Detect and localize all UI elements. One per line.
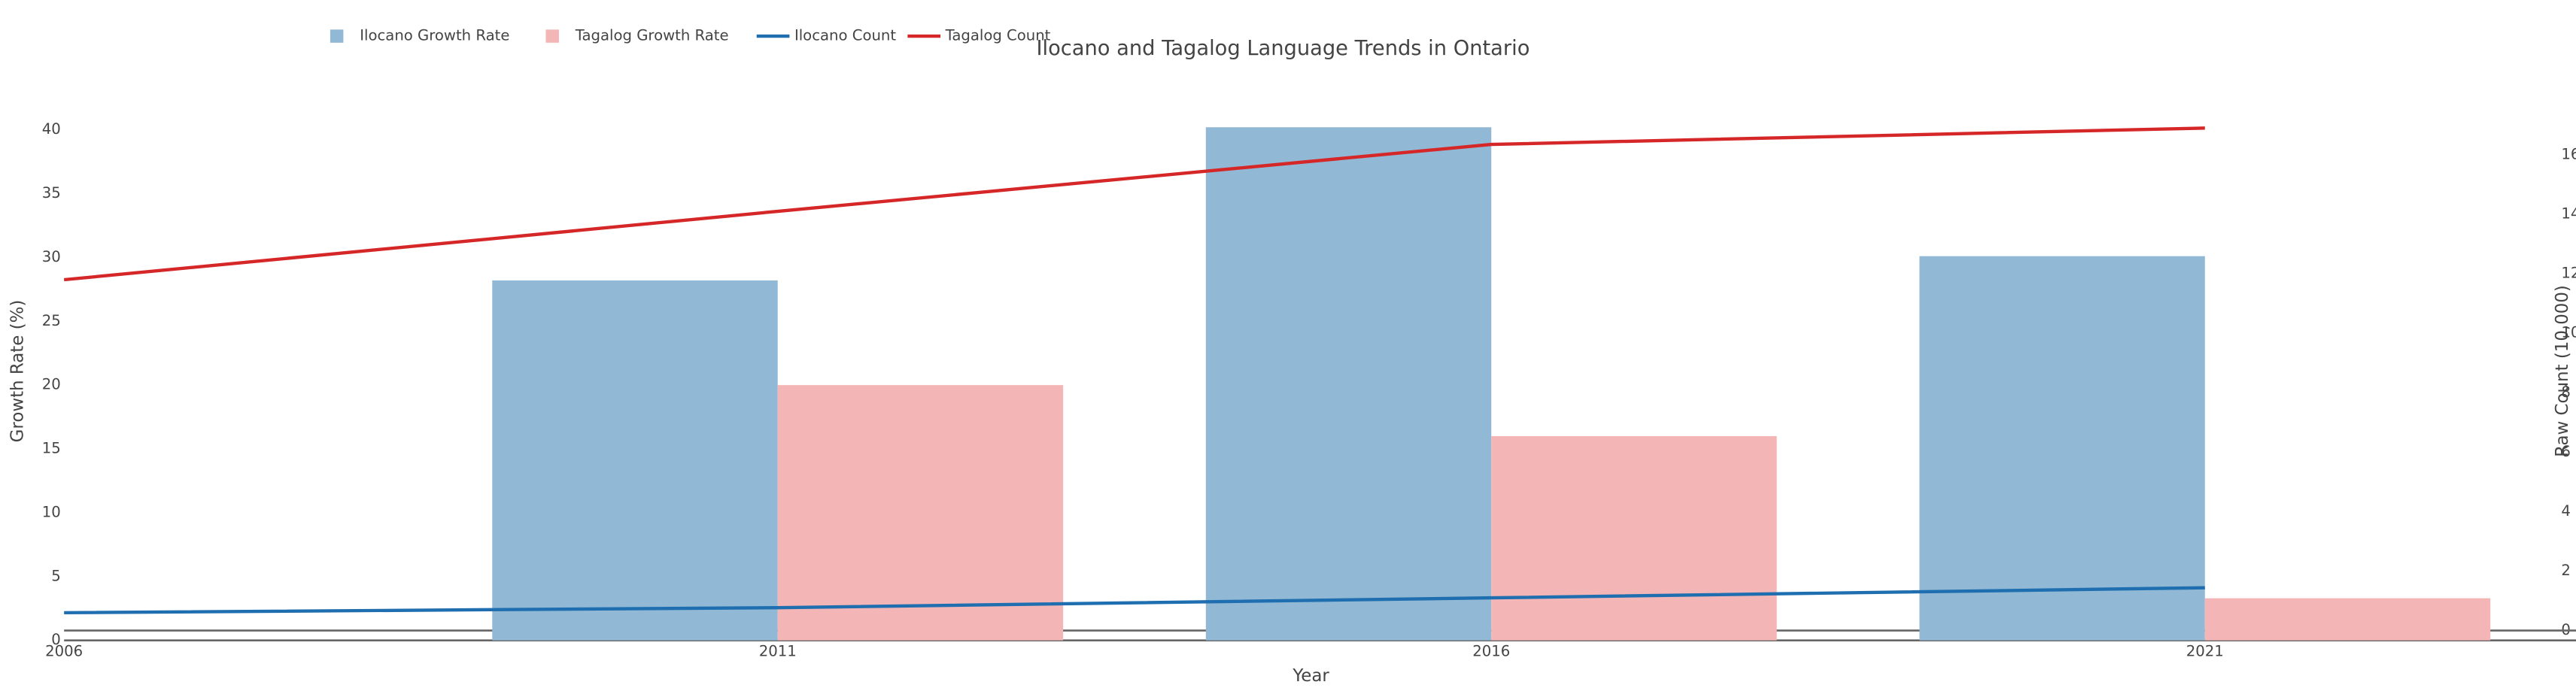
x-tick-label: 2006 <box>45 642 83 659</box>
bar <box>777 385 1064 641</box>
y-tick-label: 0 <box>51 631 61 648</box>
x-axis-title: Year <box>1292 666 1329 686</box>
legend-swatch <box>330 29 344 43</box>
y-axis-title: Growth Rate (%) <box>8 300 28 443</box>
line-series <box>63 126 2205 282</box>
y-tick-label: 40 <box>42 120 61 138</box>
y-tick-label: 20 <box>42 376 61 393</box>
y-tick-label: 35 <box>42 184 61 202</box>
y-tick-label: 10 <box>42 503 61 520</box>
y-tick-label: 15 <box>42 440 61 457</box>
y2-tick-label: 8 <box>2561 383 2571 401</box>
y2-axis-title: Raw Count (10,000) <box>2553 285 2572 457</box>
legend-label: Tagalog Growth Rate <box>575 27 729 44</box>
bar <box>1491 436 1777 641</box>
x-tick-label: 2011 <box>759 642 797 659</box>
y-tick-label: 25 <box>42 312 61 329</box>
bar <box>1205 127 1492 641</box>
legend-label: Ilocano Count <box>794 27 896 44</box>
legend-label: Ilocano Growth Rate <box>360 27 509 44</box>
y2-tick-label: 10 <box>2561 324 2576 341</box>
bar <box>1919 256 2205 641</box>
x-tick-label: 2016 <box>1472 642 1510 659</box>
y-tick-label: 30 <box>42 248 61 265</box>
y2-tick-label: 12 <box>2561 265 2576 282</box>
y2-tick-label: 14 <box>2561 205 2576 222</box>
chart-title: Ilocano and Tagalog Language Trends in O… <box>1036 37 1530 60</box>
x-tick-label: 2021 <box>2186 642 2224 659</box>
y2-tick-label: 2 <box>2561 562 2571 579</box>
y2-tick-label: 6 <box>2561 443 2571 460</box>
y-tick-label: 5 <box>51 567 61 584</box>
legend-label: Tagalog Count <box>945 27 1051 44</box>
y2-tick-label: 4 <box>2561 502 2571 520</box>
legend-swatch <box>545 29 559 43</box>
bar <box>2204 598 2491 641</box>
line-series <box>64 586 2205 615</box>
y2-tick-label: 16 <box>2561 145 2576 162</box>
bar <box>492 280 778 641</box>
